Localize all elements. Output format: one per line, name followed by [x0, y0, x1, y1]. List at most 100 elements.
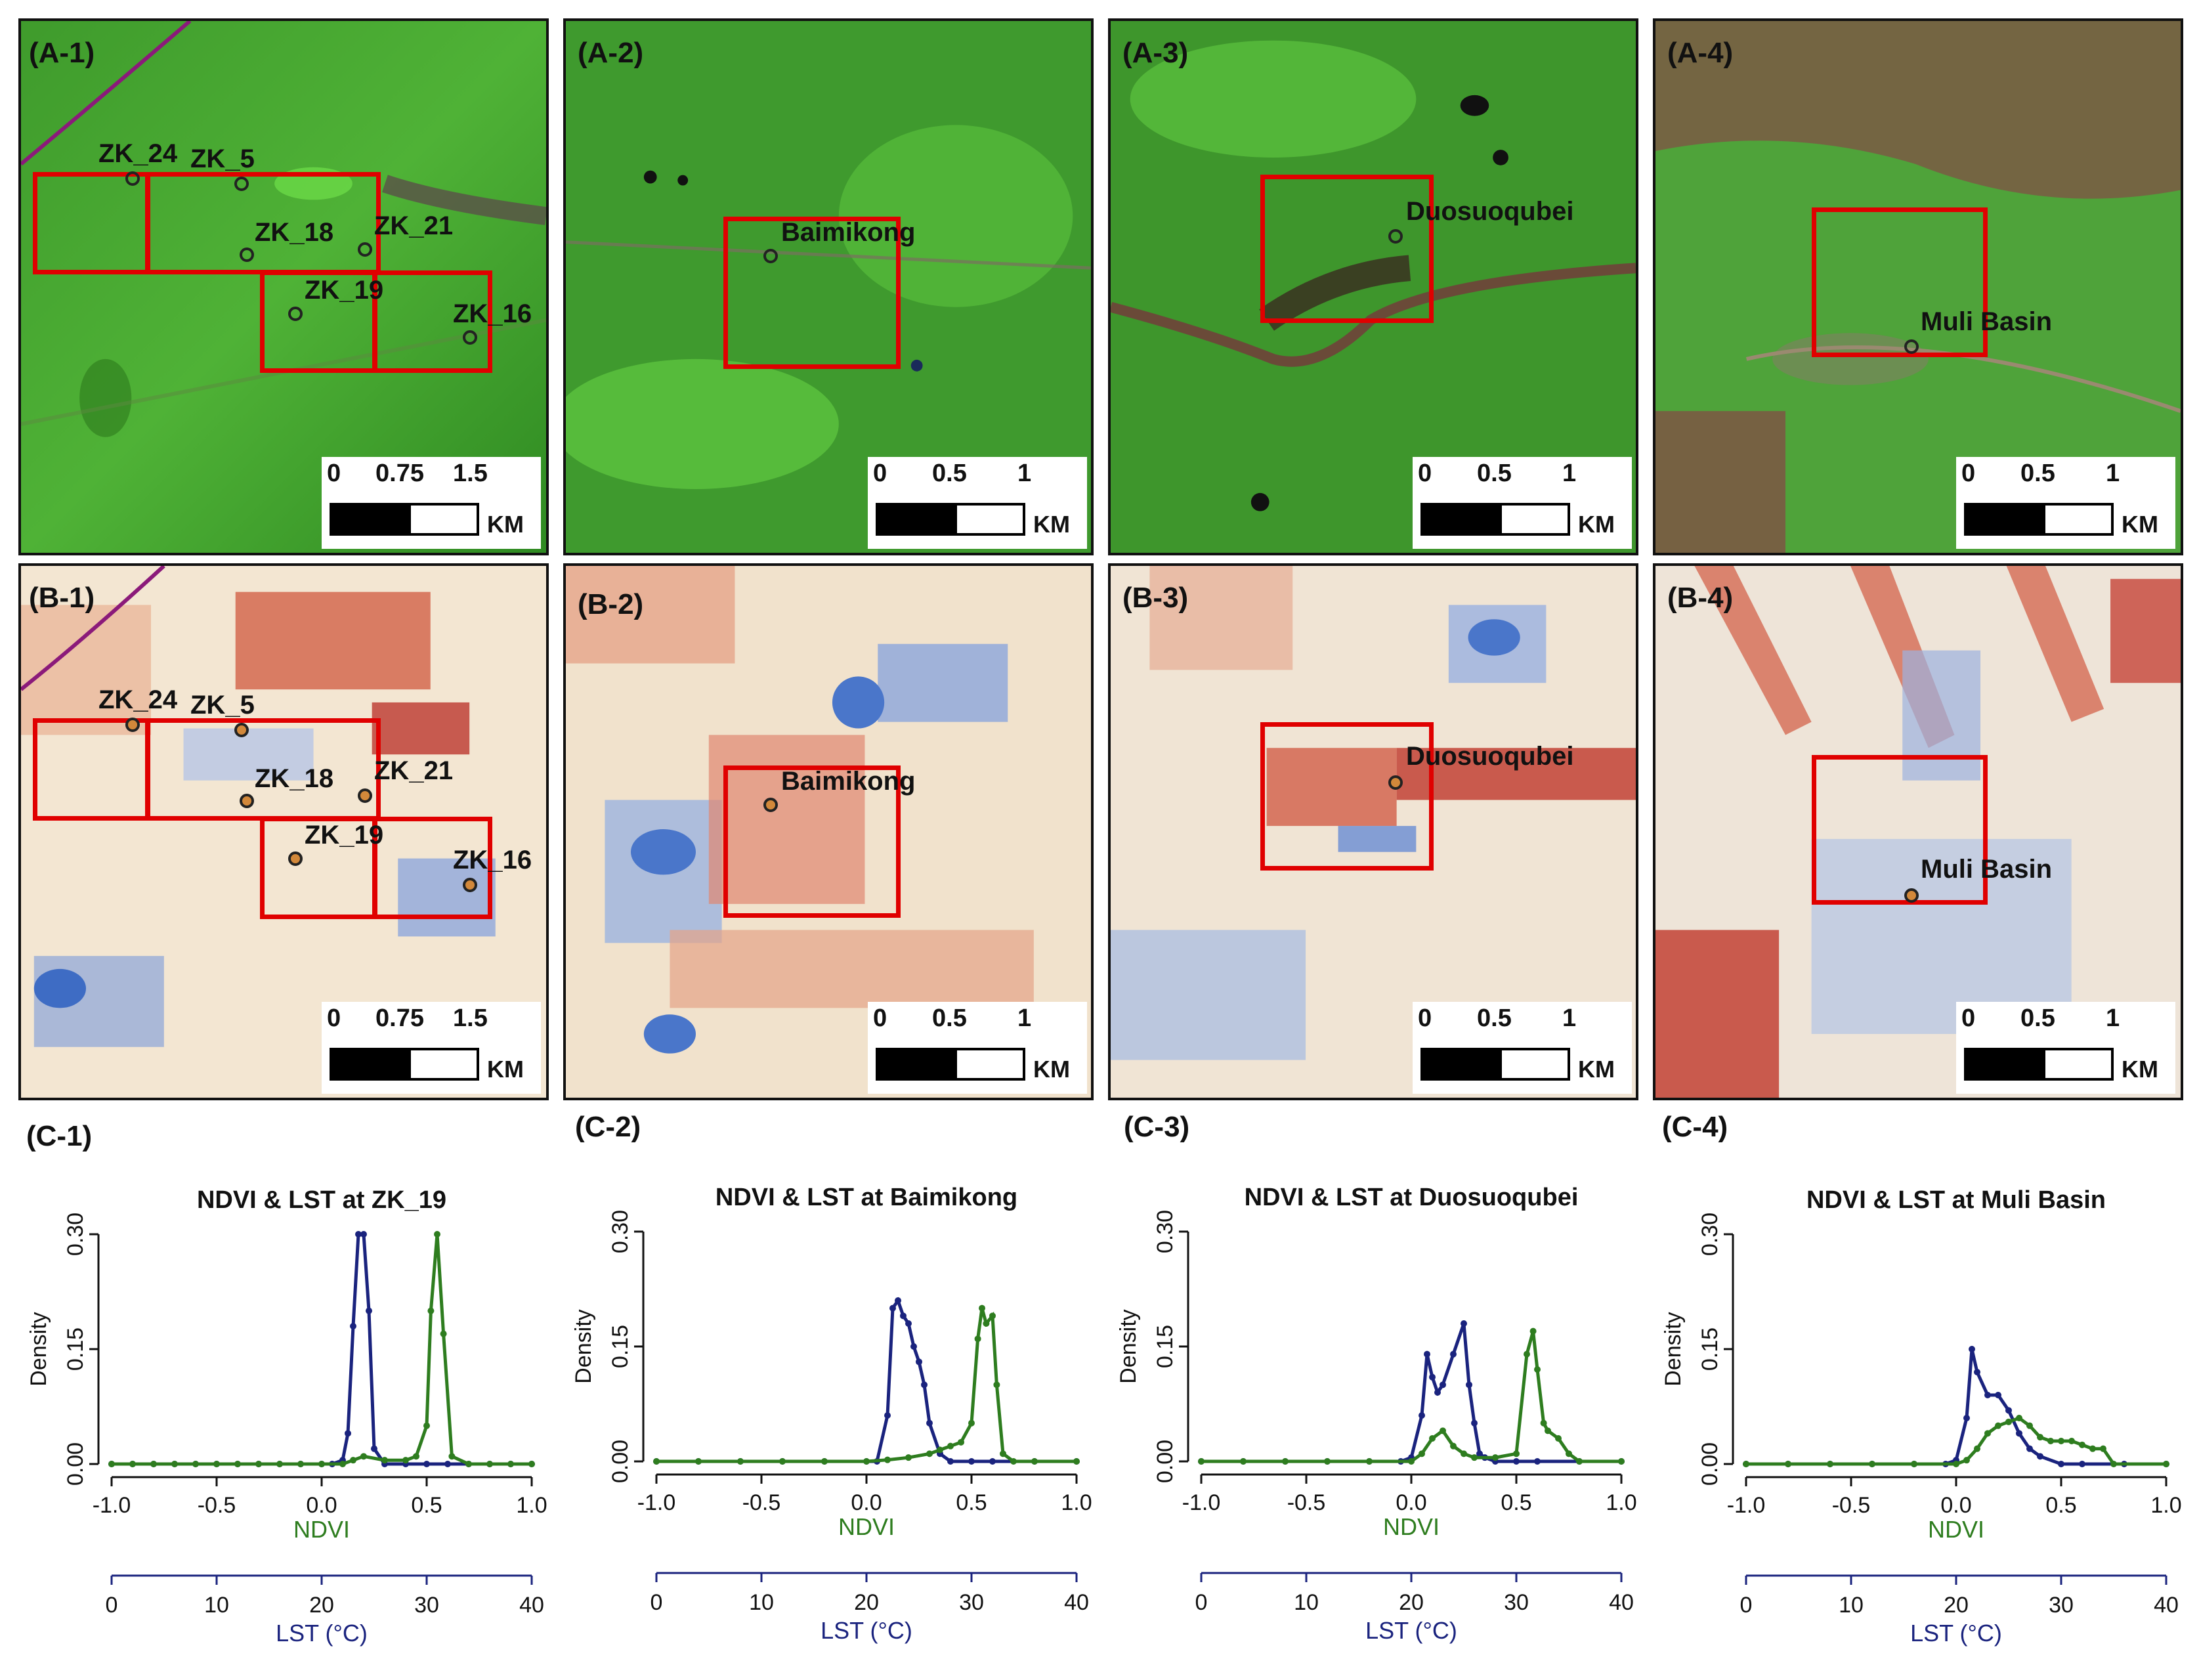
x-tick-label: -1.0: [637, 1490, 676, 1515]
data-point-ndvi: [1408, 1458, 1415, 1465]
scale-bar-black: [330, 1048, 408, 1081]
scale-bar-white: [954, 1048, 1025, 1081]
site-marker: [763, 249, 778, 263]
scale-tick: 1: [1562, 1004, 1577, 1032]
data-point-lst: [968, 1458, 975, 1465]
x-tick-label: 0.5: [956, 1490, 987, 1515]
data-point-lst: [1995, 1392, 2001, 1398]
data-point-ndvi: [2016, 1415, 2022, 1421]
data-point-lst: [947, 1458, 954, 1465]
x2-tick-label: 20: [854, 1590, 879, 1615]
data-point-ndvi: [150, 1461, 157, 1467]
data-point-ndvi: [1974, 1445, 1980, 1452]
data-point-lst: [423, 1461, 430, 1467]
site-label: ZK_24: [98, 139, 178, 168]
scale-tick: 0.5: [1477, 1004, 1512, 1032]
data-point-lst: [926, 1419, 933, 1427]
y-tick-label: 0.00: [1697, 1442, 1722, 1486]
data-point-ndvi: [129, 1461, 136, 1467]
x2-tick-label: 0: [1195, 1590, 1208, 1615]
y-tick-label: 0.15: [63, 1327, 88, 1371]
chart-title: NDVI & LST at Duosuoqubei: [1245, 1184, 1579, 1211]
data-point-ndvi: [171, 1461, 178, 1467]
panel-label: (A-3): [1122, 37, 1189, 69]
x2-tick-label: 40: [2154, 1593, 2179, 1618]
scale-tick: 0: [873, 1004, 887, 1032]
x2-tick-label: 40: [1064, 1590, 1089, 1615]
site-marker: [288, 307, 303, 321]
x2-tick-label: 30: [2049, 1593, 2074, 1618]
data-point-ndvi: [1524, 1350, 1530, 1358]
data-point-lst: [345, 1430, 351, 1437]
x2-tick-label: 20: [309, 1593, 334, 1618]
x-tick-label: 0.5: [2045, 1493, 2076, 1518]
data-point-ndvi: [1010, 1458, 1017, 1465]
data-point-ndvi: [339, 1461, 346, 1467]
scale-bar-white: [1499, 1048, 1570, 1081]
data-point-ndvi: [381, 1457, 388, 1464]
data-point-lst: [1450, 1350, 1457, 1358]
aoi-box: [33, 718, 150, 821]
data-point-ndvi: [1529, 1327, 1537, 1335]
y-axis-label: Density: [26, 1312, 51, 1386]
scale-unit: KM: [487, 511, 524, 538]
x-tick-label: -0.5: [1287, 1490, 1326, 1515]
data-point-lst: [1963, 1415, 1970, 1421]
data-point-lst: [884, 1412, 891, 1419]
density-chart-c-3: NDVI & LST at Duosuoqubei0.000.150.30Den…: [1116, 1184, 1637, 1644]
data-point-ndvi: [958, 1438, 964, 1446]
y-tick-label: 0.15: [1697, 1327, 1722, 1371]
scale-unit: KM: [1578, 1056, 1615, 1083]
panel-label: (B-3): [1122, 582, 1189, 614]
site-label: ZK_18: [255, 218, 334, 247]
aoi-box: [723, 217, 901, 369]
aoi-box: [373, 270, 492, 373]
data-point-ndvi: [1366, 1458, 1373, 1465]
y-tick-label: 0.00: [63, 1442, 88, 1486]
x2-axis-label: LST (°C): [821, 1617, 912, 1644]
data-point-lst: [366, 1307, 372, 1314]
x2-tick-label: 10: [749, 1590, 774, 1615]
data-point-ndvi: [1618, 1458, 1625, 1465]
data-point-lst: [2026, 1445, 2033, 1452]
chart-title: NDVI & LST at Baimikong: [715, 1184, 1017, 1211]
data-point-ndvi: [2110, 1461, 2117, 1467]
data-point-lst: [910, 1343, 917, 1350]
data-point-ndvi: [1984, 1430, 1991, 1437]
y-tick-label: 0.30: [1697, 1213, 1722, 1256]
scale-tick: 1: [1017, 1004, 1032, 1032]
data-point-lst: [1440, 1381, 1446, 1389]
data-point-ndvi: [507, 1461, 514, 1467]
site-marker: [240, 794, 254, 808]
x2-tick-label: 10: [1839, 1593, 1864, 1618]
scale-bar-black: [1420, 1048, 1499, 1081]
scale-bar: 0 0.5 1 KM: [1413, 457, 1632, 549]
data-point-ndvi: [737, 1458, 744, 1465]
data-point-lst: [1461, 1320, 1467, 1327]
data-point-ndvi: [695, 1458, 702, 1465]
scale-bar-black: [876, 1048, 954, 1081]
data-point-lst: [921, 1381, 928, 1389]
data-point-ndvi: [2058, 1438, 2064, 1444]
chart-title: NDVI & LST at Muli Basin: [1806, 1186, 2106, 1214]
y-axis-label: Density: [571, 1309, 596, 1383]
scale-tick: 0.5: [932, 460, 967, 487]
data-point-ndvi: [979, 1304, 985, 1312]
data-point-lst: [350, 1323, 356, 1329]
scale-tick: 1.5: [453, 460, 488, 487]
data-point-ndvi: [1471, 1454, 1478, 1461]
density-chart-c-2: NDVI & LST at Baimikong0.000.150.30Densi…: [571, 1184, 1092, 1644]
scale-bar-white: [2043, 1048, 2114, 1081]
data-point-lst: [900, 1312, 907, 1320]
data-point-ndvi: [2100, 1445, 2106, 1452]
scale-tick: 1: [2106, 1004, 2120, 1032]
data-point-ndvi: [1461, 1450, 1467, 1457]
scale-unit: KM: [1033, 1056, 1070, 1083]
site-label: ZK_16: [453, 299, 532, 328]
site-label: ZK_21: [374, 756, 454, 785]
data-point-ndvi: [947, 1442, 954, 1450]
data-point-ndvi: [1576, 1458, 1583, 1465]
data-point-ndvi: [1555, 1435, 1562, 1442]
scale-bar-white: [2043, 503, 2114, 536]
data-point-lst: [2016, 1430, 2022, 1437]
